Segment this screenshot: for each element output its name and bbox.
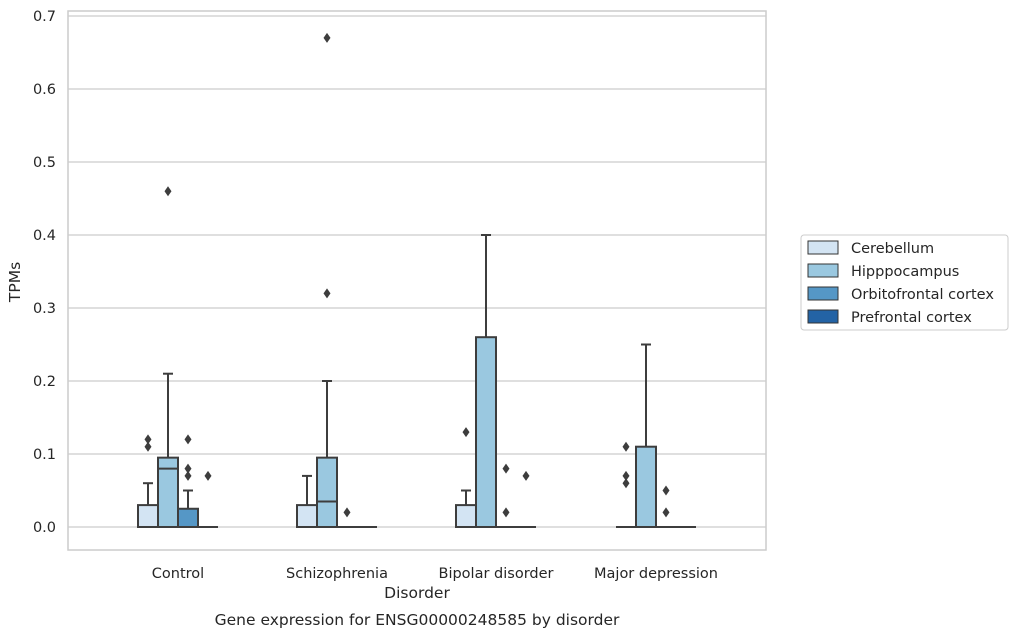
legend-swatch [807, 240, 839, 255]
box [296, 474, 318, 529]
box [496, 463, 516, 528]
outlier-point [622, 441, 630, 452]
legend-label: Hipppocampus [851, 264, 959, 280]
box [475, 234, 497, 529]
box [616, 441, 636, 528]
box [316, 32, 338, 528]
series-orbitofrontal-cortex [177, 434, 676, 528]
x-tick-label: Control [152, 566, 204, 582]
legend-item: Prefrontal cortex [807, 309, 972, 326]
box [198, 470, 218, 528]
outlier-point [622, 478, 630, 489]
legend-swatch [807, 263, 839, 278]
box [516, 470, 536, 528]
y-tick-label: 0.4 [33, 228, 56, 244]
outlier-point [462, 427, 470, 438]
box [635, 343, 657, 529]
box [137, 434, 159, 529]
outlier-point [502, 507, 510, 518]
legend-swatch [807, 286, 839, 301]
legend-label: Cerebellum [851, 241, 934, 257]
outlier-point [184, 463, 192, 474]
x-axis-ticks: Control Schizophrenia Bipolar disorder Majo… [152, 566, 718, 582]
box-body [137, 504, 159, 529]
outlier-point [622, 470, 630, 481]
outlier-point [323, 288, 331, 299]
x-tick-label: Bipolar disorder [439, 566, 554, 582]
y-tick-label: 0.1 [33, 447, 56, 463]
outlier-point [164, 186, 172, 197]
y-tick-label: 0.7 [33, 9, 56, 25]
y-tick-label: 0.0 [33, 520, 56, 536]
legend-item: Cerebellum [807, 240, 934, 257]
outlier-point [204, 470, 212, 481]
outlier-point [662, 507, 670, 518]
x-tick-label: Schizophrenia [286, 566, 388, 582]
outlier-point [323, 32, 331, 43]
outlier-point [144, 441, 152, 452]
y-axis-ticks: 0.0 0.1 0.2 0.3 0.4 0.5 0.6 0.7 [33, 9, 56, 536]
box-series [137, 32, 696, 529]
outlier-point [184, 470, 192, 481]
outlier-point [184, 434, 192, 445]
box [455, 427, 477, 529]
gridlines [68, 15, 766, 528]
legend-frame [800, 234, 1009, 331]
legend-label: Orbitofrontal cortex [851, 287, 994, 303]
series-prefrontal-cortex [198, 470, 696, 528]
box-body [316, 456, 338, 528]
legend-item: Orbitofrontal cortex [807, 286, 994, 303]
y-axis-label: TPMs [6, 262, 24, 303]
box [337, 507, 357, 528]
box [157, 186, 179, 528]
outlier-point [662, 485, 670, 496]
chart-title: Gene expression for ENSG00000248585 by d… [215, 611, 620, 629]
plot-area-frame [67, 10, 767, 551]
box-body [635, 445, 657, 529]
x-axis-label: Disorder [384, 584, 450, 602]
y-tick-label: 0.5 [33, 155, 56, 171]
box-body [455, 504, 477, 529]
y-tick-label: 0.6 [33, 82, 56, 98]
legend: Cerebellum Hipppocampus Orbitofrontal cort… [800, 234, 1009, 331]
y-tick-label: 0.2 [33, 374, 56, 390]
box-body [177, 507, 199, 528]
box-body [475, 336, 497, 529]
series-hipppocampus [157, 32, 657, 529]
box [177, 434, 199, 528]
outlier-point [343, 507, 351, 518]
y-tick-label: 0.3 [33, 301, 56, 317]
box-body [157, 456, 179, 528]
x-tick-label: Major depression [594, 566, 718, 582]
box [656, 485, 676, 528]
legend-label: Prefrontal cortex [851, 310, 972, 326]
legend-swatch [807, 309, 839, 324]
box-body [296, 504, 318, 529]
outlier-point [502, 463, 510, 474]
series-cerebellum [137, 427, 636, 529]
outlier-point [144, 434, 152, 445]
legend-item: Hipppocampus [807, 263, 959, 280]
outlier-point [522, 470, 530, 481]
